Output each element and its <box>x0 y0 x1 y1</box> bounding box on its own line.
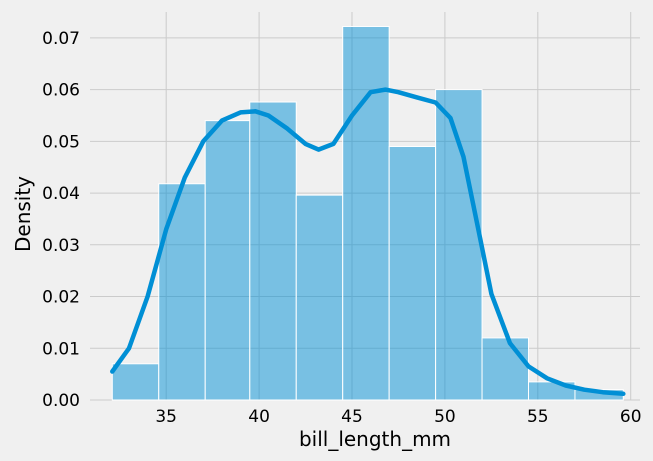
histogram-bar <box>249 101 297 401</box>
y-tick-labels: 0.00 0.01 0.02 0.03 0.04 0.05 0.06 0.07 <box>42 29 80 411</box>
histogram-bar <box>158 183 206 401</box>
y-tick-label: 0.07 <box>42 29 80 49</box>
y-tick-label: 0.00 <box>42 391 80 411</box>
y-tick-label: 0.05 <box>42 132 80 152</box>
y-tick-label: 0.01 <box>42 339 80 359</box>
y-tick-label: 0.02 <box>42 288 80 308</box>
y-tick-label: 0.04 <box>42 184 80 204</box>
x-tick-labels: 35 40 45 50 55 60 <box>155 407 641 427</box>
histogram-bar <box>388 146 437 401</box>
histogram-bar <box>204 120 251 401</box>
kde-density-line <box>110 87 626 397</box>
x-tick-label: 50 <box>434 407 456 427</box>
histogram-bar <box>342 25 390 401</box>
histogram-bar <box>111 363 160 401</box>
histogram-bar <box>481 337 530 401</box>
x-tick-label: 35 <box>155 407 177 427</box>
x-tick-label: 45 <box>341 407 363 427</box>
y-tick-label: 0.03 <box>42 236 80 256</box>
y-axis-label: Density <box>11 176 35 252</box>
x-tick-label: 60 <box>620 407 642 427</box>
x-tick-label: 55 <box>527 407 549 427</box>
y-tick-label: 0.06 <box>42 81 80 101</box>
x-axis-label: bill_length_mm <box>299 427 451 451</box>
x-tick-label: 40 <box>248 407 270 427</box>
histogram-bar <box>295 194 344 401</box>
